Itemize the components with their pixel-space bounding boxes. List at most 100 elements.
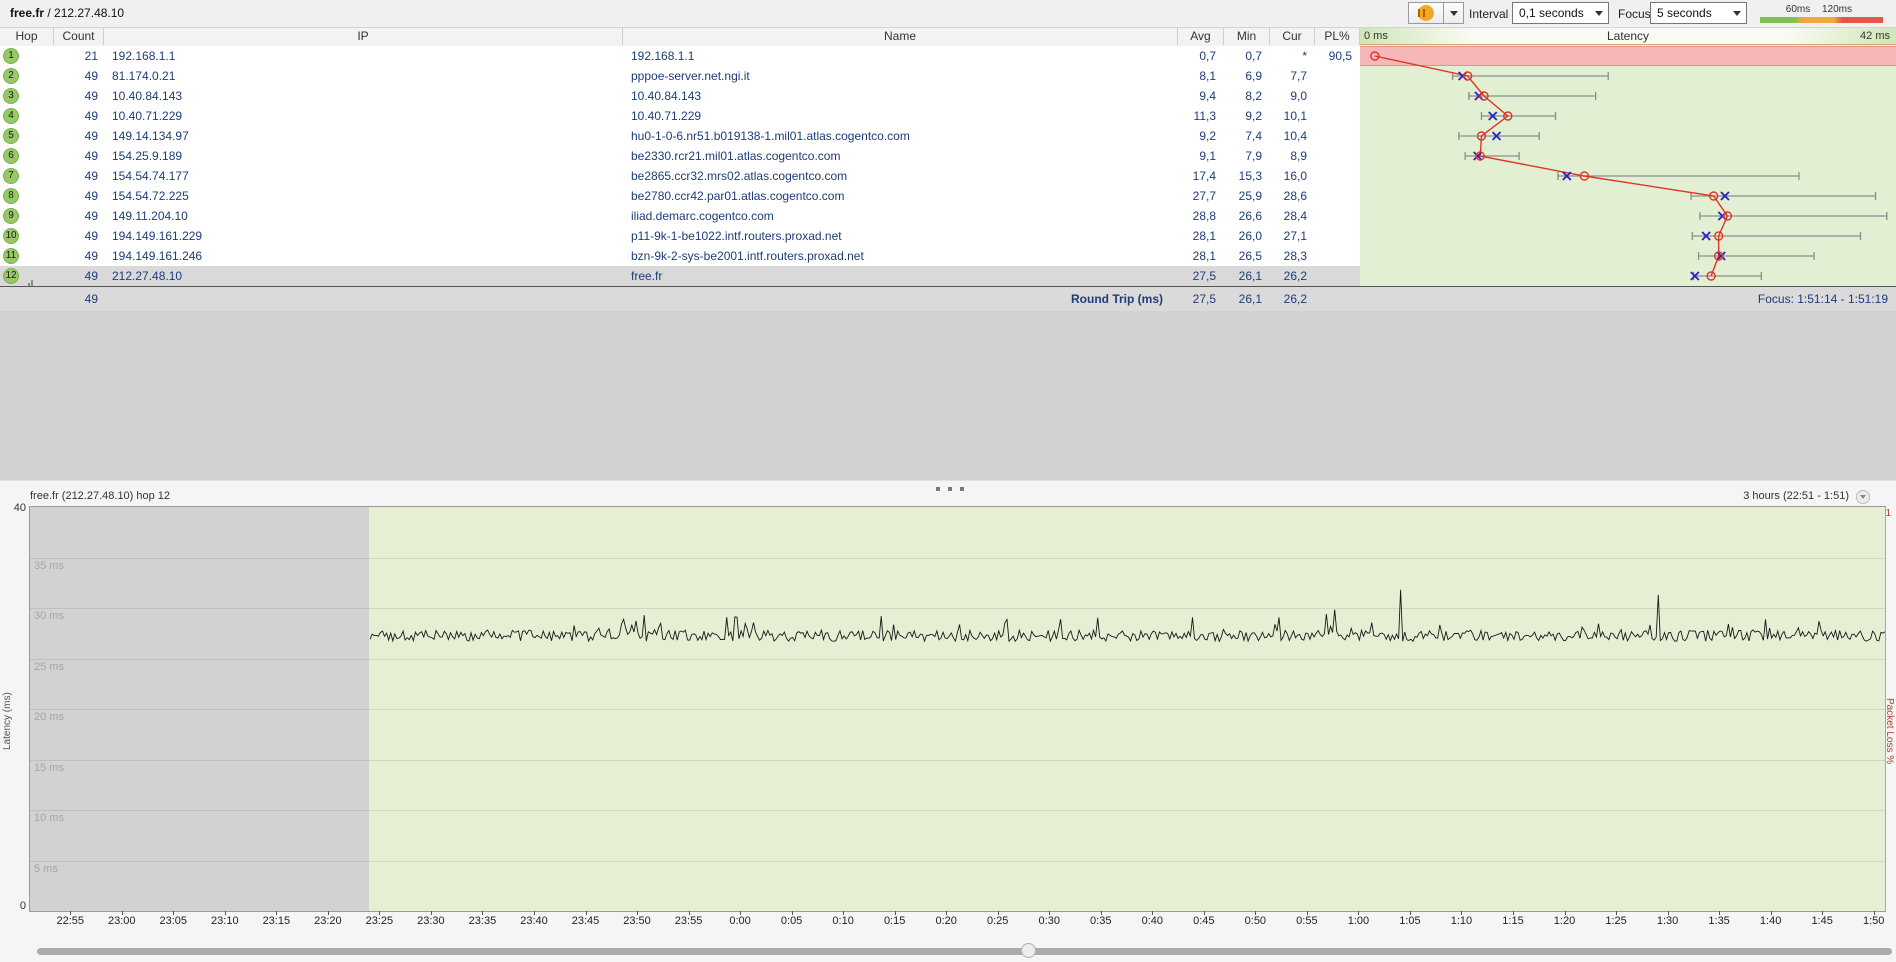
interval-label: Interval bbox=[1469, 7, 1509, 21]
timeline-range-label: 3 hours (22:51 - 1:51) bbox=[1743, 490, 1849, 502]
pause-dropdown-button[interactable] bbox=[1443, 2, 1464, 24]
round-trip-cur: 26,2 bbox=[1283, 292, 1307, 306]
gridline-label: 5 ms bbox=[34, 862, 58, 875]
hop-ip: 149.11.204.10 bbox=[112, 209, 188, 223]
time-tick bbox=[430, 911, 432, 915]
hop-row-1[interactable]: 1 21 192.168.1.1 192.168.1.1 0,7 0,7 * 90,5 bbox=[0, 46, 1896, 66]
chevron-down-icon bbox=[1733, 11, 1741, 16]
trace-control-splitbutton bbox=[1408, 2, 1464, 24]
interval-select[interactable]: 0,1 seconds bbox=[1512, 2, 1609, 24]
hop-number-badge: 3 bbox=[3, 88, 19, 104]
hop-count: 49 bbox=[84, 149, 98, 163]
hop-cur: 28,6 bbox=[1283, 189, 1307, 203]
time-tick bbox=[1100, 911, 1102, 915]
target-ip: 212.27.48.10 bbox=[54, 6, 125, 20]
target-separator: / bbox=[44, 6, 55, 20]
hop-row-8[interactable]: 8 49 154.54.72.225 be2780.ccr42.par01.atlas… bbox=[0, 186, 1896, 206]
pause-button[interactable] bbox=[1408, 2, 1443, 24]
hop-row-10[interactable]: 10 49 194.149.161.229 p11-9k-1-be1022.intf.… bbox=[0, 226, 1896, 246]
column-header-pl[interactable]: PL% bbox=[1315, 28, 1360, 45]
gridline-label: 25 ms bbox=[34, 660, 64, 673]
time-tick bbox=[1513, 911, 1514, 915]
time-tick-label: 1:40 bbox=[1759, 915, 1782, 927]
hop-avg: 9,4 bbox=[1199, 89, 1216, 103]
round-trip-avg: 27,5 bbox=[1192, 292, 1216, 306]
hop-row-3[interactable]: 3 49 10.40.84.143 10.40.84.143 9,4 8,2 9,0 bbox=[0, 86, 1896, 106]
time-tick-label: 0:50 bbox=[1244, 915, 1267, 927]
hop-row-11[interactable]: 11 49 194.149.161.246 bzn-9k-2-sys-be2001.i… bbox=[0, 246, 1896, 266]
time-tick bbox=[1564, 911, 1566, 915]
time-tick-label: 0:30 bbox=[1038, 915, 1060, 927]
gridline-label: 35 ms bbox=[34, 559, 64, 572]
hop-number-cell: 4 bbox=[3, 106, 53, 126]
column-header-name[interactable]: Name bbox=[623, 28, 1178, 45]
time-tick bbox=[1358, 911, 1360, 915]
hop-packet-loss bbox=[1315, 246, 1352, 266]
gridline-label: 10 ms bbox=[34, 812, 64, 824]
timeline-scrollbar-thumb[interactable] bbox=[37, 948, 1892, 955]
hop-number-cell: 9 bbox=[3, 206, 53, 226]
time-tick-label: 0:35 bbox=[1090, 915, 1112, 927]
timeline-plot[interactable]: 35 ms 30 ms 25 ms 20 ms 15 ms 10 ms 5 ms bbox=[29, 506, 1886, 912]
hop-min: 26,5 bbox=[1238, 249, 1262, 263]
legend-120ms-label: 120ms bbox=[1821, 4, 1852, 15]
time-tick-label: 0:45 bbox=[1193, 915, 1215, 927]
hop-row-4[interactable]: 4 49 10.40.71.229 10.40.71.229 11,3 9,2 10,1 bbox=[0, 106, 1896, 126]
gridline bbox=[30, 810, 1885, 811]
hop-number-badge: 5 bbox=[3, 128, 19, 144]
hop-avg: 27,7 bbox=[1192, 189, 1216, 203]
hop-number-cell: 2 bbox=[3, 66, 53, 86]
time-tick-label: 0:00 bbox=[729, 915, 751, 927]
hop-row-7[interactable]: 7 49 154.54.74.177 be2865.ccr32.mrs02.atlas… bbox=[0, 166, 1896, 186]
time-tick-label: 1:20 bbox=[1553, 915, 1576, 927]
time-tick bbox=[1255, 911, 1257, 915]
hop-packet-loss bbox=[1315, 186, 1352, 206]
pane-splitter-handle[interactable] bbox=[936, 487, 964, 491]
column-header-hop[interactable]: Hop bbox=[0, 28, 54, 45]
hop-packet-loss bbox=[1315, 206, 1352, 226]
hop-count: 49 bbox=[84, 209, 98, 223]
timeline-range-dropdown[interactable] bbox=[1856, 490, 1870, 504]
hop-ip: 194.149.161.246 bbox=[112, 249, 203, 263]
hop-cur: * bbox=[1302, 49, 1307, 63]
time-tick bbox=[1822, 911, 1824, 915]
hop-row-12[interactable]: 12 49 212.27.48.10 free.fr 27,5 26,1 26,2 bbox=[0, 266, 1896, 291]
time-tick-label: 1:10 bbox=[1450, 915, 1473, 927]
column-header-ip[interactable]: IP bbox=[104, 28, 623, 45]
time-tick bbox=[946, 911, 948, 915]
time-tick bbox=[585, 911, 587, 915]
time-tick bbox=[173, 911, 175, 915]
hop-min: 25,9 bbox=[1238, 189, 1262, 203]
latency-scale-max: 42 ms bbox=[1860, 30, 1890, 42]
hop-cur: 10,1 bbox=[1283, 109, 1307, 123]
gridline-label: 30 ms bbox=[34, 610, 64, 622]
focus-select[interactable]: 5 seconds bbox=[1650, 2, 1747, 24]
column-header-cur[interactable]: Cur bbox=[1270, 28, 1315, 45]
hop-row-5[interactable]: 5 49 149.14.134.97 hu0-1-0-6.nr51.b019138-1… bbox=[0, 126, 1896, 146]
timeline-scrollbar-knob[interactable] bbox=[1021, 943, 1036, 958]
hop-row-9[interactable]: 9 49 149.11.204.10 iliad.demarc.cogentco.co… bbox=[0, 206, 1896, 226]
focus-value: 5 seconds bbox=[1657, 6, 1712, 20]
time-tick-label: 23:15 bbox=[262, 915, 291, 927]
hop-latency-cell bbox=[1360, 146, 1896, 166]
hop-row-2[interactable]: 2 49 81.174.0.21 pppoe-server.net.ngi.it 8,1… bbox=[0, 66, 1896, 86]
column-header-count[interactable]: Count bbox=[54, 28, 104, 45]
chevron-down-icon bbox=[1595, 11, 1603, 16]
time-tick-label: 23:10 bbox=[211, 915, 239, 927]
hop-avg: 17,4 bbox=[1192, 169, 1216, 183]
hop-ip: 10.40.84.143 bbox=[112, 89, 183, 103]
hop-number-badge: 10 bbox=[3, 228, 19, 244]
time-tick bbox=[482, 911, 484, 915]
column-header-avg[interactable]: Avg bbox=[1178, 28, 1224, 45]
column-header-min[interactable]: Min bbox=[1224, 28, 1270, 45]
time-tick-label: 0:05 bbox=[780, 915, 803, 927]
time-tick-label: 23:20 bbox=[314, 915, 342, 927]
hop-number-badge: 11 bbox=[3, 248, 19, 264]
hop-latency-cell bbox=[1360, 186, 1896, 206]
trace-target-title: free.fr / 212.27.48.10 bbox=[10, 6, 124, 20]
hop-row-6[interactable]: 6 49 154.25.9.189 be2330.rcr21.mil01.atlas.… bbox=[0, 146, 1896, 166]
latency-header-title: Latency bbox=[1606, 29, 1650, 43]
column-header-latency[interactable]: 0 ms Latency 42 ms bbox=[1360, 28, 1896, 45]
gridline bbox=[30, 557, 1885, 559]
hop-min: 26,0 bbox=[1238, 229, 1262, 243]
